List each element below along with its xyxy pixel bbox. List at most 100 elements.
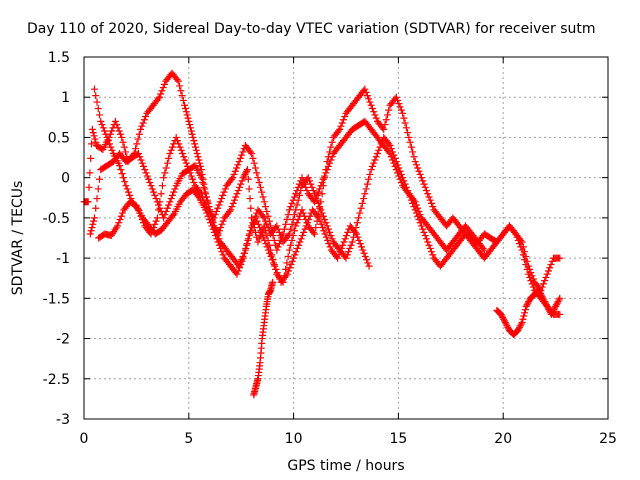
data-point — [370, 159, 378, 167]
data-point — [319, 224, 327, 232]
data-point — [394, 96, 402, 104]
data-point — [167, 195, 175, 203]
plot-frame — [83, 56, 609, 420]
data-point — [537, 291, 545, 299]
data-point — [396, 103, 404, 111]
data-point — [420, 228, 428, 236]
data-point — [397, 178, 405, 186]
data-point — [104, 137, 112, 145]
data-point — [365, 262, 373, 270]
data-point — [219, 251, 227, 259]
data-point — [529, 283, 537, 291]
data-point — [85, 183, 93, 191]
data-point — [204, 212, 212, 220]
data-point — [348, 238, 356, 246]
data-point — [179, 150, 187, 158]
data-point — [361, 190, 369, 198]
data-point — [234, 187, 242, 195]
data-point — [229, 199, 237, 207]
data-point — [372, 114, 380, 122]
data-point — [186, 124, 194, 132]
data-point — [186, 169, 194, 177]
data-point — [391, 162, 399, 170]
data-point — [231, 167, 239, 175]
data-point — [249, 154, 257, 162]
data-point — [321, 215, 329, 223]
data-point — [394, 169, 402, 177]
data-point — [361, 253, 369, 261]
data-point — [395, 172, 403, 180]
data-point — [233, 190, 241, 198]
data-point — [107, 143, 115, 151]
data-point — [213, 235, 221, 243]
data-point — [544, 304, 552, 312]
data-point — [411, 158, 419, 166]
data-point — [323, 222, 331, 230]
data-point — [247, 204, 255, 212]
data-point — [552, 302, 560, 310]
data-point — [168, 191, 176, 199]
data-point — [242, 169, 250, 177]
data-point — [392, 93, 400, 101]
data-point — [88, 140, 96, 148]
data-point — [179, 96, 187, 104]
data-point — [163, 204, 171, 212]
data-point — [524, 270, 532, 278]
data-point — [240, 172, 248, 180]
data-point — [546, 264, 554, 272]
data-point — [234, 161, 242, 169]
data-point — [293, 219, 301, 227]
data-point — [517, 243, 525, 251]
data-point — [279, 230, 287, 238]
data-point — [197, 174, 205, 182]
data-point — [182, 159, 190, 167]
data-point — [386, 141, 394, 149]
data-point — [262, 203, 270, 211]
data-point — [334, 254, 342, 262]
x-tick-label: 0 — [80, 431, 89, 447]
data-point — [160, 174, 168, 182]
data-point — [115, 219, 123, 227]
data-point — [181, 104, 189, 112]
data-point — [236, 183, 244, 191]
data-point — [194, 192, 202, 200]
data-point — [291, 251, 299, 259]
data-point — [425, 193, 433, 201]
data-point — [284, 211, 292, 219]
data-point — [357, 204, 365, 212]
data-point — [294, 183, 302, 191]
data-point — [161, 211, 169, 219]
data-point — [143, 172, 151, 180]
data-point — [556, 294, 564, 302]
data-point — [324, 225, 332, 233]
data-point — [373, 150, 381, 158]
data-point — [414, 204, 422, 212]
data-point — [191, 140, 199, 148]
y-tick-label: -2 — [56, 332, 70, 348]
data-point — [259, 233, 267, 241]
data-point — [178, 92, 186, 100]
data-point — [543, 302, 551, 310]
data-point — [302, 222, 310, 230]
data-point — [312, 224, 320, 232]
data-point — [311, 230, 319, 238]
y-tick-label: 0 — [61, 171, 70, 187]
data-point — [115, 127, 123, 135]
data-point — [219, 217, 227, 225]
data-point — [258, 188, 266, 196]
data-point — [106, 140, 114, 148]
data-point — [209, 225, 217, 233]
data-point — [287, 203, 295, 211]
data-point — [113, 121, 121, 129]
data-point — [320, 227, 328, 235]
data-point — [275, 228, 283, 236]
data-point — [275, 272, 283, 280]
data-point — [358, 243, 366, 251]
data-point — [274, 243, 282, 251]
data-point — [269, 259, 277, 267]
data-point — [400, 114, 408, 122]
data-point — [200, 183, 208, 191]
data-point — [417, 222, 425, 230]
data-point — [212, 207, 220, 215]
data-point — [542, 299, 550, 307]
